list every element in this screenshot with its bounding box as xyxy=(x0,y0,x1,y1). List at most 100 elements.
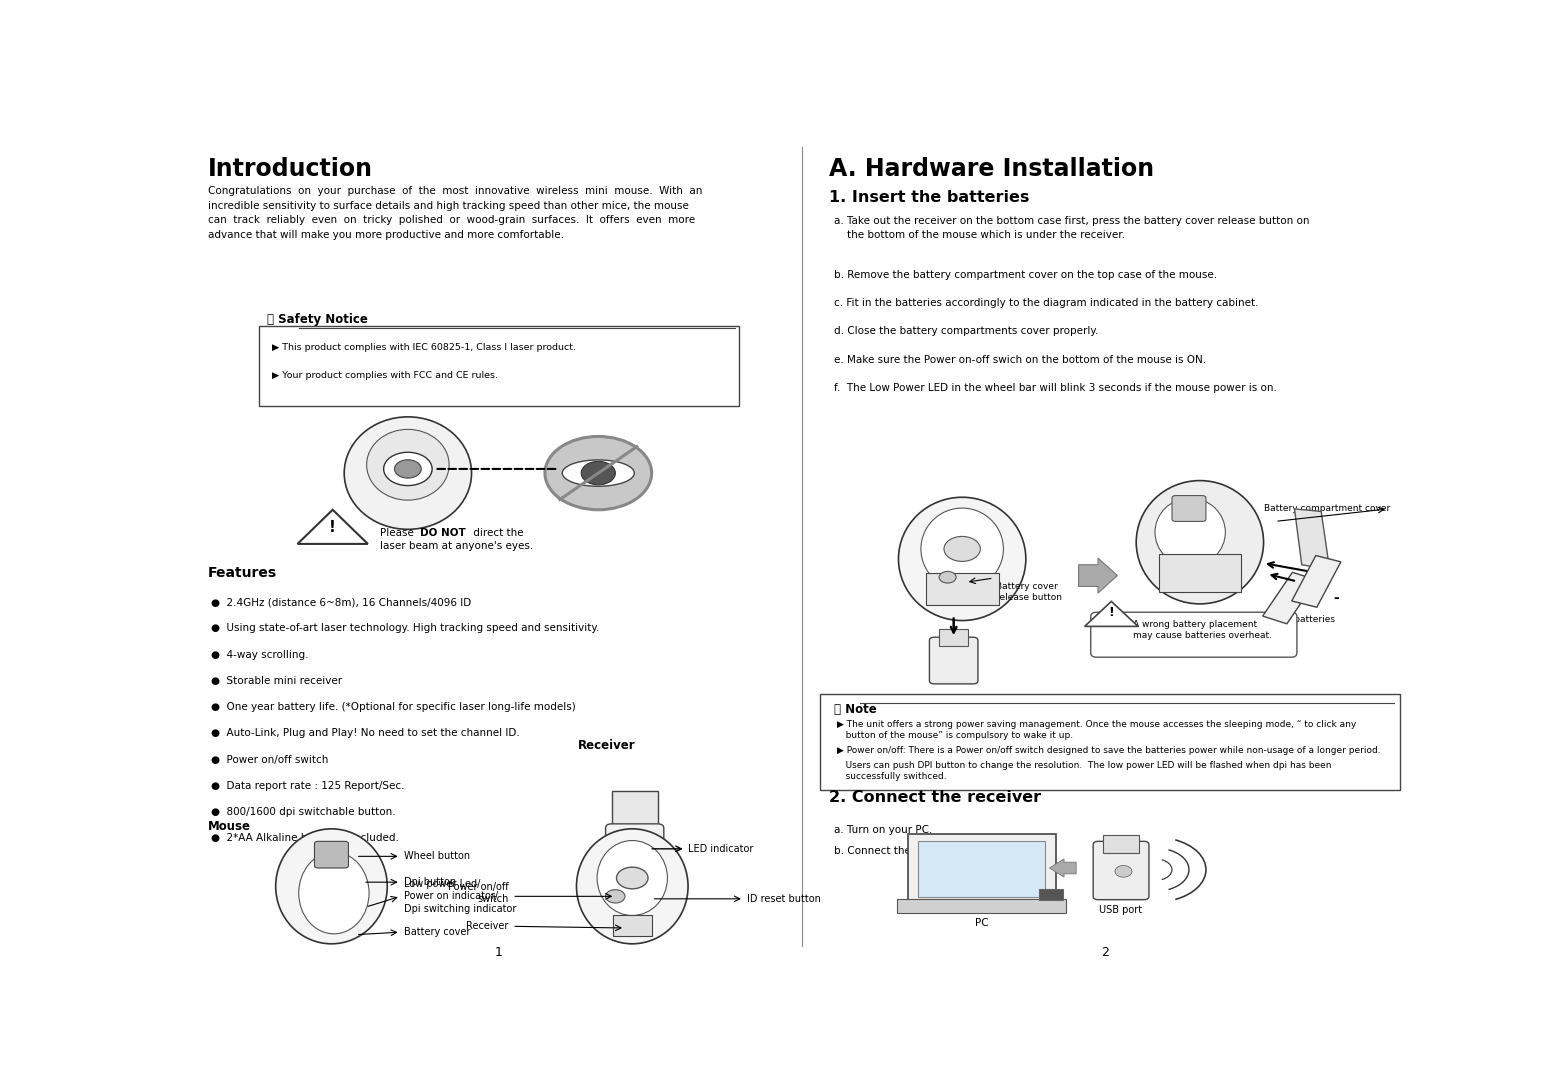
Text: Users can push DPI button to change the resolution.  The low power LED will be f: Users can push DPI button to change the … xyxy=(837,761,1332,780)
Text: b. Connect the receiver to USB port on PC: b. Connect the receiver to USB port on P… xyxy=(834,846,1052,856)
Text: a. Turn on your PC.: a. Turn on your PC. xyxy=(834,824,933,834)
Ellipse shape xyxy=(562,460,634,486)
Ellipse shape xyxy=(366,430,449,500)
Text: a. Take out the receiver on the bottom case first, press the battery cover relea: a. Take out the receiver on the bottom c… xyxy=(834,216,1308,240)
Text: -: - xyxy=(1333,591,1338,605)
Ellipse shape xyxy=(898,498,1025,621)
FancyBboxPatch shape xyxy=(606,823,664,893)
Text: Receiver: Receiver xyxy=(577,739,635,752)
Text: ●  4-way scrolling.: ● 4-way scrolling. xyxy=(211,649,308,660)
FancyBboxPatch shape xyxy=(919,842,1044,897)
FancyBboxPatch shape xyxy=(1103,834,1139,853)
Text: 1. Insert the batteries: 1. Insert the batteries xyxy=(829,189,1030,204)
Text: Features: Features xyxy=(208,566,277,580)
Text: 2 * AA batteries: 2 * AA batteries xyxy=(1263,616,1335,624)
Text: USB port: USB port xyxy=(1100,905,1142,914)
Text: Battery compartment cover: Battery compartment cover xyxy=(1265,504,1390,514)
FancyBboxPatch shape xyxy=(820,694,1401,790)
Text: ⓘ Note: ⓘ Note xyxy=(834,703,876,716)
Text: b. Remove the battery compartment cover on the top case of the mouse.: b. Remove the battery compartment cover … xyxy=(834,269,1216,280)
FancyBboxPatch shape xyxy=(908,834,1055,903)
Circle shape xyxy=(944,537,980,562)
FancyBboxPatch shape xyxy=(258,326,739,406)
Text: 1: 1 xyxy=(495,947,502,960)
Ellipse shape xyxy=(598,841,667,915)
Text: ●  Storable mini receiver: ● Storable mini receiver xyxy=(211,676,343,686)
Text: Power on/off
switch: Power on/off switch xyxy=(448,882,509,905)
Text: Congratulations  on  your  purchase  of  the  most  innovative  wireless  mini  : Congratulations on your purchase of the … xyxy=(208,186,703,240)
Text: +: + xyxy=(1321,563,1330,572)
Text: Low power Led/
Power on indicator/
Dpi switching indicator: Low power Led/ Power on indicator/ Dpi s… xyxy=(404,879,516,913)
Text: LED indicator: LED indicator xyxy=(689,844,753,854)
Text: ▶ Your product complies with FCC and CE rules.: ▶ Your product complies with FCC and CE … xyxy=(272,371,498,381)
Circle shape xyxy=(545,436,651,510)
Ellipse shape xyxy=(275,829,387,944)
Polygon shape xyxy=(1294,509,1330,570)
Text: DO NOT: DO NOT xyxy=(419,528,466,538)
Text: Receiver: Receiver xyxy=(466,921,509,932)
Ellipse shape xyxy=(344,417,471,529)
Ellipse shape xyxy=(920,509,1003,590)
Polygon shape xyxy=(1291,555,1341,607)
Circle shape xyxy=(394,460,421,478)
FancyBboxPatch shape xyxy=(930,637,978,684)
Text: ●  One year battery life. (*Optional for specific laser long-life models): ● One year battery life. (*Optional for … xyxy=(211,702,576,712)
Text: 2: 2 xyxy=(1102,947,1110,960)
FancyBboxPatch shape xyxy=(1091,612,1297,657)
FancyArrow shape xyxy=(1078,558,1117,593)
Text: e. Make sure the Power on-off swich on the bottom of the mouse is ON.: e. Make sure the Power on-off swich on t… xyxy=(834,355,1205,365)
FancyBboxPatch shape xyxy=(612,791,657,834)
FancyBboxPatch shape xyxy=(1039,888,1063,899)
Text: ●  Power on/off switch: ● Power on/off switch xyxy=(211,755,329,765)
Text: ●  2.4GHz (distance 6~8m), 16 Channels/4096 ID: ● 2.4GHz (distance 6~8m), 16 Channels/40… xyxy=(211,597,471,607)
FancyBboxPatch shape xyxy=(939,629,969,646)
Circle shape xyxy=(617,867,648,888)
Text: ●  800/1600 dpi switchable button.: ● 800/1600 dpi switchable button. xyxy=(211,807,396,817)
Ellipse shape xyxy=(1136,480,1263,604)
Circle shape xyxy=(939,571,956,583)
Circle shape xyxy=(606,889,624,903)
Text: Mouse: Mouse xyxy=(208,820,250,833)
Text: PC: PC xyxy=(975,918,989,928)
Text: A wrong battery placement
may cause batteries overheat.: A wrong battery placement may cause batt… xyxy=(1133,620,1272,639)
FancyBboxPatch shape xyxy=(926,573,998,605)
Text: Wheel button: Wheel button xyxy=(404,852,471,861)
Circle shape xyxy=(383,452,432,486)
Polygon shape xyxy=(1085,602,1138,626)
Text: c. Fit in the batteries accordingly to the diagram indicated in the battery cabi: c. Fit in the batteries accordingly to t… xyxy=(834,299,1258,308)
Text: f.  The Low Power LED in the wheel bar will blink 3 seconds if the mouse power i: f. The Low Power LED in the wheel bar wi… xyxy=(834,383,1277,393)
Text: ⓘ Safety Notice: ⓘ Safety Notice xyxy=(268,313,368,326)
Text: ●  2*AA Alkaline batteries included.: ● 2*AA Alkaline batteries included. xyxy=(211,833,399,844)
Text: ●  Data report rate : 125 Report/Sec.: ● Data report rate : 125 Report/Sec. xyxy=(211,781,405,791)
Circle shape xyxy=(629,843,646,855)
Text: ▶ The unit offers a strong power saving management. Once the mouse accesses the : ▶ The unit offers a strong power saving … xyxy=(837,720,1357,740)
Text: ID reset button: ID reset button xyxy=(748,894,822,903)
Text: Battery cover: Battery cover xyxy=(404,927,471,937)
FancyBboxPatch shape xyxy=(315,842,349,868)
FancyBboxPatch shape xyxy=(1158,554,1241,592)
Circle shape xyxy=(1114,866,1131,878)
FancyBboxPatch shape xyxy=(897,899,1066,913)
FancyBboxPatch shape xyxy=(1094,842,1149,899)
Text: 2. Connect the receiver: 2. Connect the receiver xyxy=(829,790,1041,805)
Polygon shape xyxy=(297,510,368,544)
Text: ●  Auto-Link, Plug and Play! No need to set the channel ID.: ● Auto-Link, Plug and Play! No need to s… xyxy=(211,728,520,738)
FancyArrow shape xyxy=(1050,859,1077,878)
FancyBboxPatch shape xyxy=(1172,496,1207,522)
Ellipse shape xyxy=(1155,498,1225,566)
Text: ●  Using state-of-art laser technology. High tracking speed and sensitivity.: ● Using state-of-art laser technology. H… xyxy=(211,623,599,633)
Text: !: ! xyxy=(329,519,336,535)
Text: Dpi button: Dpi button xyxy=(404,878,457,887)
Text: direct the: direct the xyxy=(470,528,523,538)
Ellipse shape xyxy=(299,853,369,934)
Polygon shape xyxy=(1263,572,1316,624)
Text: Please: Please xyxy=(380,528,418,538)
Text: ▶ Power on/off: There is a Power on/off switch designed to save the batteries po: ▶ Power on/off: There is a Power on/off … xyxy=(837,747,1380,755)
Circle shape xyxy=(581,461,615,485)
Text: laser beam at anyone's eyes.: laser beam at anyone's eyes. xyxy=(380,541,534,552)
Ellipse shape xyxy=(576,829,689,944)
Text: !: ! xyxy=(1108,606,1114,619)
Text: Battery cover
release button: Battery cover release button xyxy=(997,582,1063,603)
Text: ▶ This product complies with IEC 60825-1, Class I laser product.: ▶ This product complies with IEC 60825-1… xyxy=(272,343,576,352)
Text: Introduction: Introduction xyxy=(208,157,372,181)
